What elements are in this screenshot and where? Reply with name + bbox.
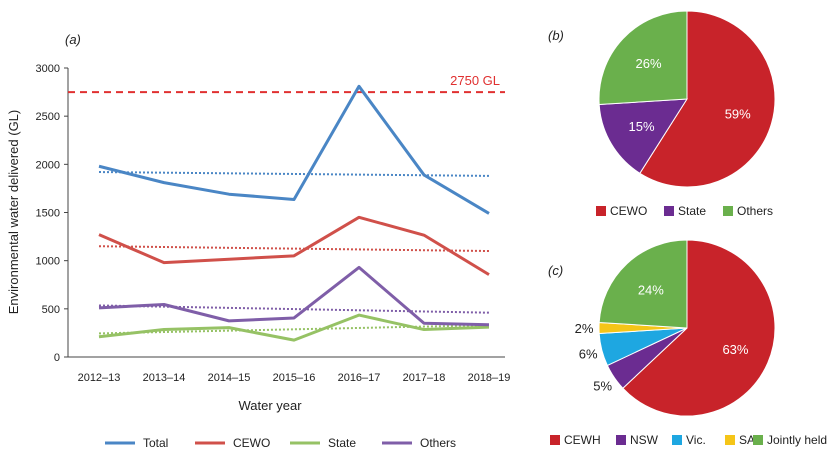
x-tick-label: 2016–17 <box>338 372 381 384</box>
legend-label-state: State <box>328 436 356 450</box>
x-tick-label: 2017–18 <box>403 372 446 384</box>
legend-swatch-state <box>664 206 674 216</box>
y-tick-label: 2000 <box>36 159 60 171</box>
y-tick-label: 1000 <box>36 256 60 268</box>
legend-label-cewo: CEWO <box>610 204 647 218</box>
x-tick-label: 2014–15 <box>208 372 251 384</box>
legend-swatch-others <box>723 206 733 216</box>
legend-label-others: Others <box>737 204 773 218</box>
pie-label: 6% <box>579 346 598 361</box>
pie-slice-cewo <box>639 10 776 188</box>
trend-lines <box>98 171 490 335</box>
pie-c-labels: 63% 5% 6% 2% 24% <box>575 283 749 394</box>
pie-label: 26% <box>635 56 661 71</box>
pie-b-slices: 59% 15% 26% <box>598 10 776 188</box>
pie-slice-others <box>598 10 688 106</box>
pie-c-legend: CEWH NSW Vic. SA Jointly held <box>550 433 827 447</box>
legend-swatch-nsw <box>616 435 626 445</box>
y-tick-label: 500 <box>42 304 60 316</box>
legend-swatch-sa <box>725 435 735 445</box>
y-tick-label: 3000 <box>36 63 60 75</box>
legend-swatch-vic- <box>672 435 682 445</box>
pie-label: 24% <box>638 283 664 298</box>
legend-swatch-jointly-held <box>753 435 763 445</box>
y-axis-title: Environmental water delivered (GL) <box>6 110 21 314</box>
legend-swatch-cewh <box>550 435 560 445</box>
pie-chart-c: (c) 63% 5% 6% 2% 24% CEWH NSW Vic. SA Jointly he… <box>548 239 827 447</box>
legend-label-cewo: CEWO <box>233 436 270 450</box>
panel-label-c: (c) <box>548 263 563 278</box>
panel-label-b: (b) <box>548 28 564 43</box>
legend-swatch-cewo <box>596 206 606 216</box>
pie-slice-state <box>598 98 688 174</box>
legend-label-sa: SA <box>739 433 755 447</box>
pie-label: 2% <box>575 321 594 336</box>
line-chart: (a) Environmental water delivered (GL) W… <box>6 32 510 450</box>
series-line-cewo <box>98 215 490 276</box>
x-tick-label: 2012–13 <box>78 372 121 384</box>
x-tick-label: 2013–14 <box>143 372 186 384</box>
y-tick-label: 2500 <box>36 111 60 123</box>
trend-line-cewo <box>98 245 490 253</box>
legend-label-state: State <box>678 204 706 218</box>
x-tick-label: 2015–16 <box>273 372 316 384</box>
reference-line: 2750 GL <box>68 73 505 94</box>
series-line-others <box>98 265 490 327</box>
series-lines <box>98 84 490 342</box>
x-axis-ticks: 2012–13 2013–14 2014–15 2015–16 2016–17 2017–… <box>78 372 511 384</box>
x-axis-title: Water year <box>238 398 302 413</box>
legend-label-total: Total <box>143 436 168 450</box>
pie-label: 15% <box>629 119 655 134</box>
y-axis-ticks: 0 500 1000 1500 2000 2500 3000 <box>36 63 68 364</box>
y-tick-label: 0 <box>54 352 60 364</box>
pie-b-legend: CEWO State Others <box>596 204 773 218</box>
pie-label: 5% <box>593 378 612 393</box>
pie-label: 59% <box>725 107 751 122</box>
trend-line-state <box>98 324 490 335</box>
series-line-total <box>98 84 490 215</box>
trend-line-total <box>98 171 490 177</box>
pie-c-slices <box>598 239 776 417</box>
legend-label-nsw: NSW <box>630 433 659 447</box>
series-line-state <box>98 313 490 342</box>
trend-line-others <box>98 304 490 314</box>
legend-label-vic-: Vic. <box>686 433 706 447</box>
reference-line-label: 2750 GL <box>450 73 500 88</box>
line-legend: Total CEWO State Others <box>105 436 456 450</box>
legend-label-jointly-held: Jointly held <box>767 433 827 447</box>
pie-slice-jointly-held <box>598 239 688 329</box>
legend-label-cewh: CEWH <box>564 433 601 447</box>
legend-label-others: Others <box>420 436 456 450</box>
x-tick-label: 2018–19 <box>468 372 511 384</box>
pie-slice-cewh <box>622 239 776 417</box>
panel-label-a: (a) <box>65 32 81 47</box>
pie-label: 63% <box>722 342 748 357</box>
y-tick-label: 1500 <box>36 208 60 220</box>
pie-chart-b: (b) 59% 15% 26% CEWO State Others <box>548 10 776 218</box>
